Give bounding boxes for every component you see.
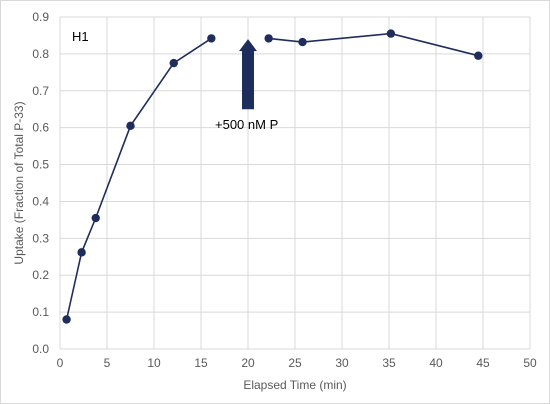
x-tick-label: 15 [194, 356, 208, 370]
data-point [126, 121, 135, 131]
series-line-before [65, 37, 212, 320]
data-point [207, 34, 216, 43]
x-tick-label: 10 [147, 356, 161, 370]
series-layer [62, 29, 483, 324]
axis-layer: 0 5 10 15 20 25 30 35 40 45 50 0.0 0.1 0.2 0.3 0.4 0.5 0.… [32, 10, 537, 370]
annotation-label: +500 nM P [215, 117, 278, 132]
annotation-arrow [239, 39, 257, 110]
annotation-layer: +500 nM P [215, 39, 278, 132]
x-tick-label: 50 [523, 356, 537, 370]
x-tick-label: 20 [241, 356, 255, 370]
grid-layer [59, 16, 531, 350]
data-point [91, 213, 100, 223]
panel-label: H1 [72, 29, 89, 44]
y-tick-label: 0.9 [32, 10, 49, 24]
y-tick-label: 0.2 [32, 268, 49, 282]
y-tick-label: 0.5 [32, 158, 49, 172]
y-tick-label: 0.7 [32, 84, 49, 98]
x-axis-label: Elapsed Time (min) [243, 378, 346, 392]
y-tick-label: 0.1 [32, 305, 49, 319]
data-point [169, 58, 178, 68]
y-tick-label: 0.0 [32, 342, 49, 356]
x-tick-label: 45 [476, 356, 490, 370]
x-tick-label: 0 [57, 356, 64, 370]
data-point [264, 34, 273, 43]
y-tick-label: 0.6 [32, 121, 49, 135]
x-tick-label: 5 [104, 356, 111, 370]
data-point [474, 51, 483, 60]
x-tick-label: 40 [429, 356, 443, 370]
series-line-after [268, 32, 479, 57]
data-point [77, 248, 86, 257]
y-axis-label: Uptake (Fraction of Total P-33) [12, 101, 26, 264]
data-point [298, 37, 307, 47]
y-tick-label: 0.4 [32, 194, 49, 208]
y-tick-label: 0.3 [32, 231, 49, 245]
data-point [386, 29, 396, 38]
y-tick-label: 0.8 [32, 47, 49, 61]
x-tick-label: 35 [382, 356, 396, 370]
x-tick-label: 25 [288, 356, 302, 370]
x-tick-label: 30 [335, 356, 349, 370]
data-point [62, 315, 71, 324]
